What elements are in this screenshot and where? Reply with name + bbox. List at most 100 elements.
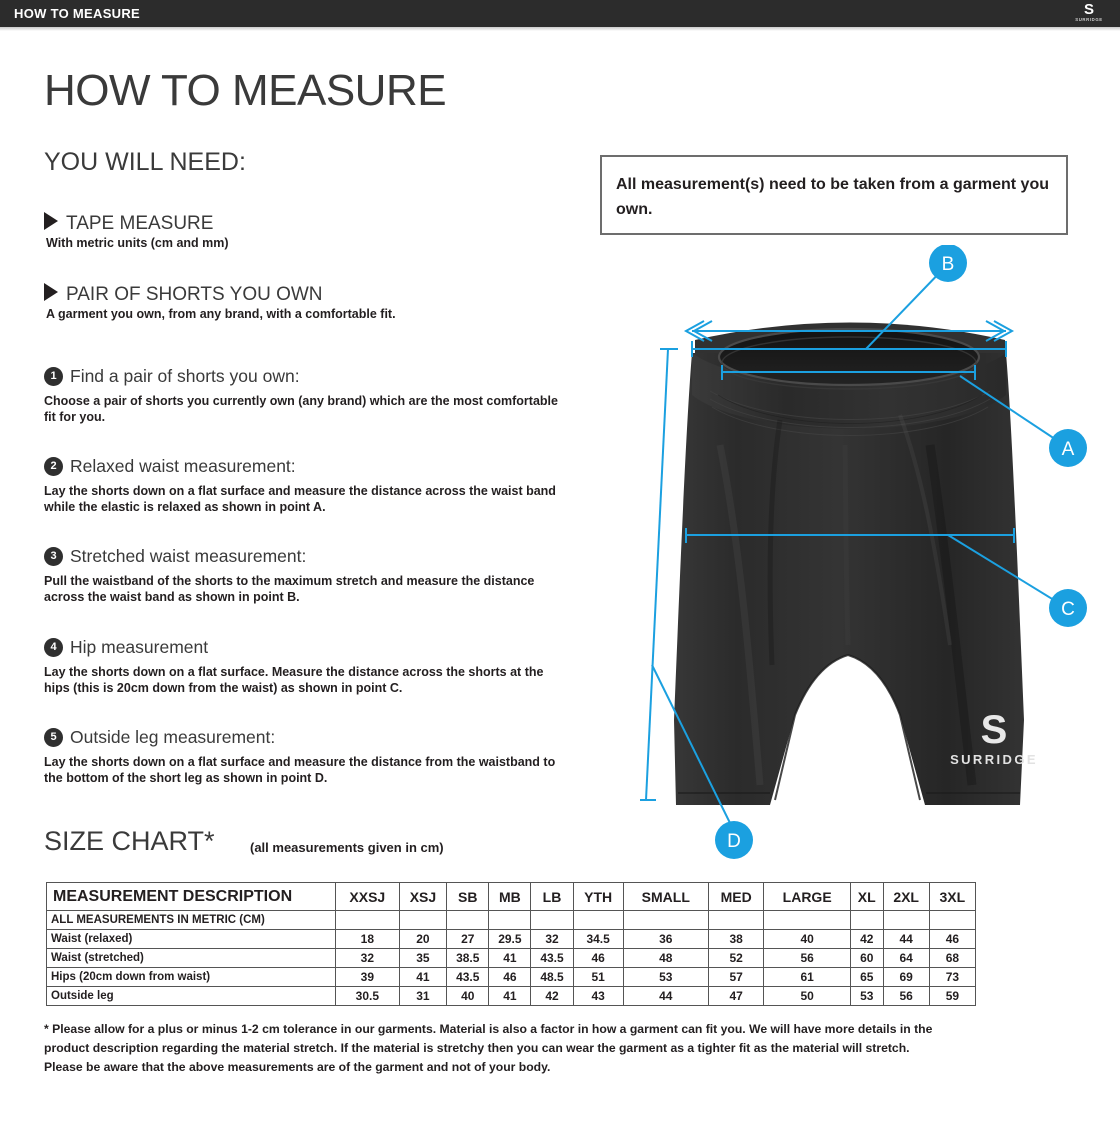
cell-value: 50 xyxy=(763,986,851,1006)
step-number-badge: 2 xyxy=(44,457,63,476)
cell-value: 73 xyxy=(928,967,977,987)
triangle-bullet-icon xyxy=(44,283,58,301)
top-header-bar xyxy=(0,0,1120,27)
callout-text: All measurement(s) need to be taken from… xyxy=(616,176,1049,218)
marker-d: D xyxy=(715,821,753,859)
figure-markers: B A C D xyxy=(715,245,1087,859)
column-header-description: MEASUREMENT DESCRIPTION xyxy=(46,882,336,911)
you-will-need-heading: YOU WILL NEED: xyxy=(44,148,246,176)
step-number-badge: 4 xyxy=(44,638,63,657)
cell-value: 69 xyxy=(882,967,930,987)
cell-value: 38 xyxy=(707,929,765,949)
row-label: Hips (20cm down from waist) xyxy=(46,967,336,987)
svg-text:C: C xyxy=(1061,599,1075,620)
need-subtitle: A garment you own, from any brand, with … xyxy=(46,306,396,321)
column-header-size: MB xyxy=(488,882,532,911)
empty-cell xyxy=(763,910,851,930)
cell-value: 46 xyxy=(572,948,624,968)
need-item-tape-measure: TAPE MEASURE With metric units (cm and m… xyxy=(44,212,229,250)
shorts-garment xyxy=(674,322,1024,805)
surridge-wordmark: SURRIDGE xyxy=(1075,17,1103,22)
step-body: Lay the shorts down on a flat surface an… xyxy=(44,484,556,514)
step-number-badge: 5 xyxy=(44,728,63,747)
step-body: Lay the shorts down on a flat surface an… xyxy=(44,755,556,785)
step-title: Relaxed waist measurement: xyxy=(70,456,296,476)
cell-value: 68 xyxy=(928,948,977,968)
table-row: Outside leg 30.5 31 40 41 42 43 44 47 50… xyxy=(46,986,977,1006)
cell-value: 38.5 xyxy=(446,948,490,968)
column-header-size: XL xyxy=(849,882,884,911)
cell-value: 27 xyxy=(446,929,490,949)
table-row: Waist (relaxed) 18 20 27 29.5 32 34.5 36… xyxy=(46,929,977,949)
cell-value: 44 xyxy=(882,929,930,949)
svg-text:B: B xyxy=(942,254,955,275)
cell-value: 40 xyxy=(763,929,851,949)
cell-value: 42 xyxy=(530,986,574,1006)
measure-line-a xyxy=(721,365,1065,446)
need-title: PAIR OF SHORTS YOU OWN xyxy=(66,283,323,305)
step-5: 5 Outside leg measurement: Lay the shorts… xyxy=(44,727,564,786)
column-header-size: SB xyxy=(446,882,490,911)
step-1: 1 Find a pair of shorts you own: Choose a… xyxy=(44,366,564,425)
marker-b: B xyxy=(929,245,967,282)
top-header-title: HOW TO MEASURE xyxy=(14,6,141,21)
svg-text:SURRIDGE: SURRIDGE xyxy=(950,752,1038,767)
cell-value: 35 xyxy=(398,948,448,968)
column-header-size: YTH xyxy=(572,882,624,911)
shorts-diagram: S SURRIDGE xyxy=(600,245,1100,865)
header-shadow xyxy=(0,27,1120,31)
marker-a: A xyxy=(1049,429,1087,467)
step-number-badge: 3 xyxy=(44,547,63,566)
step-body: Choose a pair of shorts you currently ow… xyxy=(44,394,558,424)
step-3: 3 Stretched waist measurement: Pull the w… xyxy=(44,546,564,605)
cell-value: 43 xyxy=(572,986,624,1006)
column-header-size: XXSJ xyxy=(335,882,400,911)
row-label: Outside leg xyxy=(46,986,336,1006)
surridge-logo: S SURRIDGE xyxy=(1072,2,1106,26)
cell-value: 43.5 xyxy=(530,948,574,968)
svg-text:D: D xyxy=(727,831,741,852)
cell-value: 47 xyxy=(707,986,765,1006)
cell-value: 61 xyxy=(763,967,851,987)
step-body: Pull the waistband of the shorts to the … xyxy=(44,574,535,604)
cell-value: 41 xyxy=(488,986,532,1006)
step-4: 4 Hip measurement Lay the shorts down on … xyxy=(44,637,564,696)
column-header-size: MED xyxy=(707,882,765,911)
cell-value: 64 xyxy=(882,948,930,968)
size-chart-table: MEASUREMENT DESCRIPTION XXSJ XSJ SB MB L… xyxy=(46,882,977,1006)
callout-box: All measurement(s) need to be taken from… xyxy=(600,155,1068,235)
need-title: TAPE MEASURE xyxy=(66,212,214,234)
empty-cell xyxy=(335,910,400,930)
surridge-s-icon: S xyxy=(1083,1,1094,18)
table-row-metric-note: ALL MEASUREMENTS IN METRIC (CM) xyxy=(46,910,977,930)
empty-cell xyxy=(882,910,930,930)
column-header-size: SMALL xyxy=(622,882,709,911)
shorts-brand-logo: S SURRIDGE xyxy=(950,708,1038,767)
cell-value: 43.5 xyxy=(446,967,490,987)
cell-value: 30.5 xyxy=(335,986,400,1006)
cell-value: 36 xyxy=(622,929,709,949)
column-header-size: XSJ xyxy=(398,882,448,911)
measure-line-b xyxy=(683,264,1015,357)
step-body: Lay the shorts down on a flat surface. M… xyxy=(44,665,544,695)
measure-line-c xyxy=(685,528,1063,606)
cell-value: 60 xyxy=(849,948,884,968)
cell-value: 32 xyxy=(335,948,400,968)
empty-cell xyxy=(446,910,490,930)
size-chart-heading: SIZE CHART* xyxy=(44,826,215,856)
cell-value: 39 xyxy=(335,967,400,987)
step-title: Hip measurement xyxy=(70,637,209,657)
triangle-bullet-icon xyxy=(44,212,58,230)
step-title: Outside leg measurement: xyxy=(70,727,276,747)
table-header-row: MEASUREMENT DESCRIPTION XXSJ XSJ SB MB L… xyxy=(46,882,977,911)
need-subtitle: With metric units (cm and mm) xyxy=(46,235,229,250)
column-header-size: 2XL xyxy=(882,882,930,911)
measure-line-d xyxy=(640,348,731,824)
step-title: Stretched waist measurement: xyxy=(70,546,307,566)
empty-cell xyxy=(707,910,765,930)
empty-cell xyxy=(530,910,574,930)
cell-value: 44 xyxy=(622,986,709,1006)
cell-value: 57 xyxy=(707,967,765,987)
table-row: Waist (stretched) 32 35 38.5 41 43.5 46 … xyxy=(46,948,977,968)
cell-value: 40 xyxy=(446,986,490,1006)
